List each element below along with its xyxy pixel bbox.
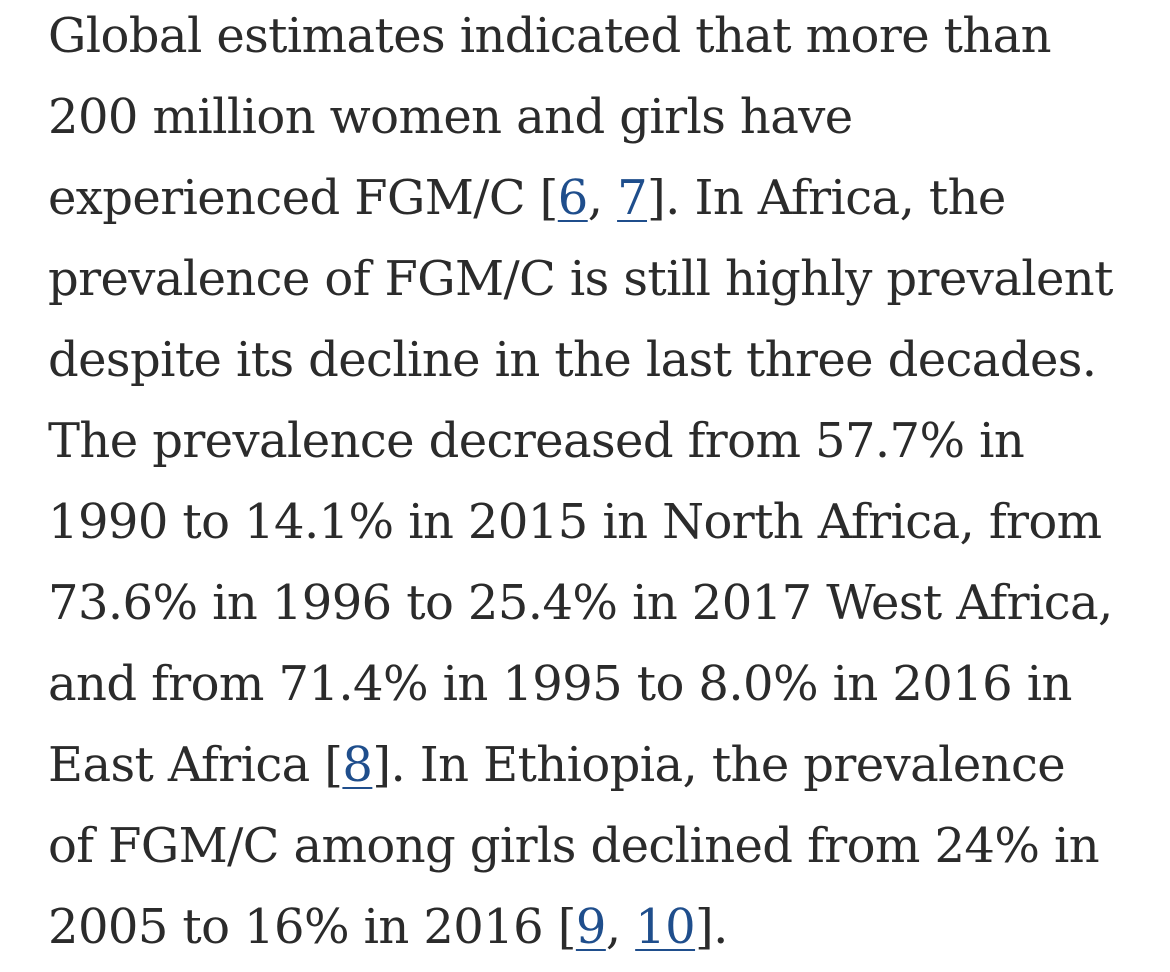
text-line: Global estimates indicated that more tha… [48, 0, 1138, 77]
text-line: East Africa [8]. In Ethiopia, the preval… [48, 725, 1138, 806]
text-segment: ]. [695, 899, 728, 955]
text-segment: Global estimates indicated that more tha… [48, 8, 1052, 64]
citation-link-7[interactable]: 7 [617, 170, 648, 226]
text-line: and from 71.4% in 1995 to 8.0% in 2016 i… [48, 644, 1138, 725]
text-segment: ]. In Africa, the [647, 170, 1006, 226]
text-segment: 200 million women and girls have [48, 89, 853, 145]
citation-link-6[interactable]: 6 [557, 170, 589, 226]
citation-link-8[interactable]: 8 [342, 737, 373, 793]
text-segment: , [605, 899, 636, 955]
text-segment: despite its decline in the last three de… [48, 332, 1097, 388]
text-segment: prevalence of FGM/C is still highly prev… [48, 251, 1113, 307]
text-segment: East Africa [ [48, 737, 343, 793]
text-line: prevalence of FGM/C is still highly prev… [48, 239, 1138, 320]
text-segment: , [587, 170, 618, 226]
text-line: 1990 to 14.1% in 2015 in North Africa, f… [48, 482, 1138, 563]
text-segment: 1990 to 14.1% in 2015 in North Africa, f… [48, 494, 1102, 550]
text-segment: and from 71.4% in 1995 to 8.0% in 2016 i… [48, 656, 1072, 712]
text-segment: 2005 to 16% in 2016 [ [48, 899, 576, 955]
citation-link-10[interactable]: 10 [635, 899, 696, 955]
text-segment: ]. In Ethiopia, the prevalence [372, 737, 1066, 793]
text-segment: 73.6% in 1996 to 25.4% in 2017 West Afri… [48, 575, 1113, 631]
text-line: experienced FGM/C [6, 7]. In Africa, the [48, 158, 1138, 239]
text-line: despite its decline in the last three de… [48, 320, 1138, 401]
citation-link-9[interactable]: 9 [575, 899, 607, 955]
article-paragraph: Global estimates indicated that more tha… [48, 0, 1138, 968]
text-line: of FGM/C among girls declined from 24% i… [48, 806, 1138, 887]
text-line: 200 million women and girls have [48, 77, 1138, 158]
text-line: The prevalence decreased from 57.7% in [48, 401, 1138, 482]
text-line: 73.6% in 1996 to 25.4% in 2017 West Afri… [48, 563, 1138, 644]
text-segment: of FGM/C among girls declined from 24% i… [48, 818, 1100, 874]
text-segment: The prevalence decreased from 57.7% in [48, 413, 1025, 469]
text-segment: experienced FGM/C [ [48, 170, 558, 226]
text-line: 2005 to 16% in 2016 [9, 10]. [48, 887, 1138, 968]
